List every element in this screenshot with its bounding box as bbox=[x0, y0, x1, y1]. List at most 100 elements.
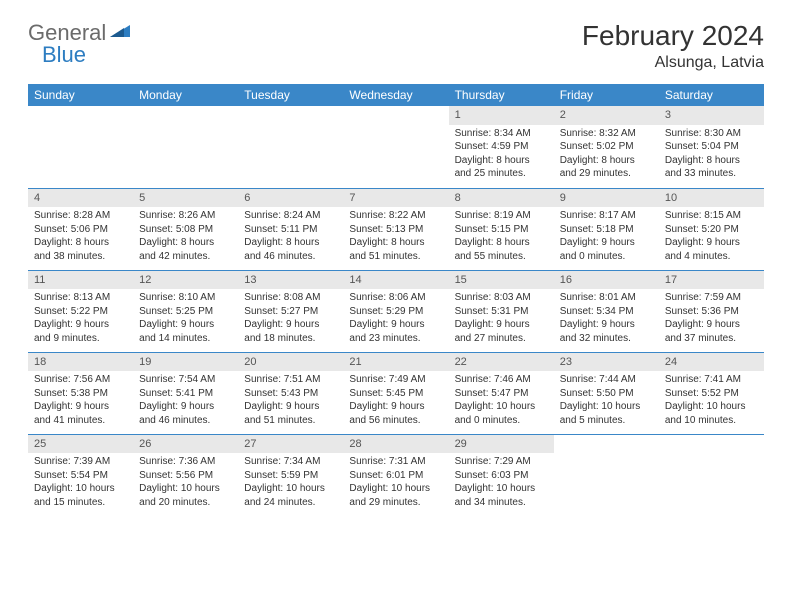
day-line: Daylight: 8 hours bbox=[455, 236, 548, 250]
calendar-cell bbox=[28, 106, 133, 188]
day-line: Sunset: 5:04 PM bbox=[665, 140, 758, 154]
calendar-cell bbox=[238, 106, 343, 188]
day-line: Sunset: 5:54 PM bbox=[34, 469, 127, 483]
day-line: and 29 minutes. bbox=[349, 496, 442, 510]
calendar-cell bbox=[659, 434, 764, 516]
calendar-row: 1Sunrise: 8:34 AMSunset: 4:59 PMDaylight… bbox=[28, 106, 764, 188]
day-line: and 24 minutes. bbox=[244, 496, 337, 510]
day-line: Daylight: 9 hours bbox=[139, 400, 232, 414]
day-line: Daylight: 9 hours bbox=[349, 400, 442, 414]
day-number: 29 bbox=[449, 435, 554, 454]
day-line: Daylight: 10 hours bbox=[349, 482, 442, 496]
day-line: Sunrise: 8:26 AM bbox=[139, 209, 232, 223]
calendar-cell: 7Sunrise: 8:22 AMSunset: 5:13 PMDaylight… bbox=[343, 188, 448, 270]
day-line: Sunset: 5:02 PM bbox=[560, 140, 653, 154]
day-details: Sunrise: 7:46 AMSunset: 5:47 PMDaylight:… bbox=[449, 371, 554, 431]
calendar-row: 25Sunrise: 7:39 AMSunset: 5:54 PMDayligh… bbox=[28, 434, 764, 516]
day-line: and 14 minutes. bbox=[139, 332, 232, 346]
calendar-cell: 18Sunrise: 7:56 AMSunset: 5:38 PMDayligh… bbox=[28, 352, 133, 434]
day-details: Sunrise: 7:49 AMSunset: 5:45 PMDaylight:… bbox=[343, 371, 448, 431]
day-details: Sunrise: 7:34 AMSunset: 5:59 PMDaylight:… bbox=[238, 453, 343, 513]
calendar-cell: 16Sunrise: 8:01 AMSunset: 5:34 PMDayligh… bbox=[554, 270, 659, 352]
logo-mark-icon bbox=[110, 22, 130, 45]
day-number: 3 bbox=[659, 106, 764, 125]
day-line: Sunrise: 7:36 AM bbox=[139, 455, 232, 469]
day-number: 15 bbox=[449, 271, 554, 290]
day-line: Sunrise: 8:15 AM bbox=[665, 209, 758, 223]
day-line: and 10 minutes. bbox=[665, 414, 758, 428]
dayname-header: Sunday bbox=[28, 84, 133, 106]
month-title: February 2024 bbox=[582, 20, 764, 52]
day-line: Sunrise: 7:31 AM bbox=[349, 455, 442, 469]
day-details: Sunrise: 8:01 AMSunset: 5:34 PMDaylight:… bbox=[554, 289, 659, 349]
day-line: Daylight: 9 hours bbox=[349, 318, 442, 332]
day-details: Sunrise: 7:44 AMSunset: 5:50 PMDaylight:… bbox=[554, 371, 659, 431]
day-details: Sunrise: 7:41 AMSunset: 5:52 PMDaylight:… bbox=[659, 371, 764, 431]
day-details: Sunrise: 8:10 AMSunset: 5:25 PMDaylight:… bbox=[133, 289, 238, 349]
day-line: Sunrise: 8:30 AM bbox=[665, 127, 758, 141]
day-details: Sunrise: 8:17 AMSunset: 5:18 PMDaylight:… bbox=[554, 207, 659, 267]
calendar-body: 1Sunrise: 8:34 AMSunset: 4:59 PMDaylight… bbox=[28, 106, 764, 516]
dayname-header: Friday bbox=[554, 84, 659, 106]
day-line: and 38 minutes. bbox=[34, 250, 127, 264]
day-line: Sunset: 4:59 PM bbox=[455, 140, 548, 154]
day-number: 17 bbox=[659, 271, 764, 290]
calendar-cell: 4Sunrise: 8:28 AMSunset: 5:06 PMDaylight… bbox=[28, 188, 133, 270]
day-number: 10 bbox=[659, 189, 764, 208]
day-line: and 5 minutes. bbox=[560, 414, 653, 428]
day-line: Sunrise: 7:51 AM bbox=[244, 373, 337, 387]
day-line: Daylight: 9 hours bbox=[455, 318, 548, 332]
day-number: 12 bbox=[133, 271, 238, 290]
day-line: Sunset: 5:29 PM bbox=[349, 305, 442, 319]
day-line: Daylight: 8 hours bbox=[244, 236, 337, 250]
day-number: 8 bbox=[449, 189, 554, 208]
day-line: Sunset: 5:20 PM bbox=[665, 223, 758, 237]
dayname-header: Thursday bbox=[449, 84, 554, 106]
day-details: Sunrise: 7:51 AMSunset: 5:43 PMDaylight:… bbox=[238, 371, 343, 431]
day-line: Sunset: 5:06 PM bbox=[34, 223, 127, 237]
day-details: Sunrise: 8:08 AMSunset: 5:27 PMDaylight:… bbox=[238, 289, 343, 349]
day-line: Sunset: 5:52 PM bbox=[665, 387, 758, 401]
calendar-table: SundayMondayTuesdayWednesdayThursdayFrid… bbox=[28, 84, 764, 516]
day-line: and 51 minutes. bbox=[349, 250, 442, 264]
day-line: Daylight: 9 hours bbox=[560, 318, 653, 332]
day-line: and 33 minutes. bbox=[665, 167, 758, 181]
calendar-cell bbox=[133, 106, 238, 188]
day-line: and 25 minutes. bbox=[455, 167, 548, 181]
title-block: February 2024 Alsunga, Latvia bbox=[582, 20, 764, 72]
day-line: and 23 minutes. bbox=[349, 332, 442, 346]
day-line: Sunset: 5:36 PM bbox=[665, 305, 758, 319]
day-line: Sunset: 5:38 PM bbox=[34, 387, 127, 401]
day-line: and 18 minutes. bbox=[244, 332, 337, 346]
day-line: and 4 minutes. bbox=[665, 250, 758, 264]
day-line: Sunset: 5:56 PM bbox=[139, 469, 232, 483]
day-line: Sunrise: 8:32 AM bbox=[560, 127, 653, 141]
day-line: Sunset: 6:01 PM bbox=[349, 469, 442, 483]
day-line: Sunrise: 8:28 AM bbox=[34, 209, 127, 223]
day-line: Daylight: 8 hours bbox=[139, 236, 232, 250]
day-line: and 56 minutes. bbox=[349, 414, 442, 428]
calendar-cell bbox=[554, 434, 659, 516]
day-details: Sunrise: 7:59 AMSunset: 5:36 PMDaylight:… bbox=[659, 289, 764, 349]
day-number: 4 bbox=[28, 189, 133, 208]
day-number: 13 bbox=[238, 271, 343, 290]
calendar-cell: 8Sunrise: 8:19 AMSunset: 5:15 PMDaylight… bbox=[449, 188, 554, 270]
day-details: Sunrise: 7:31 AMSunset: 6:01 PMDaylight:… bbox=[343, 453, 448, 513]
day-line: and 0 minutes. bbox=[455, 414, 548, 428]
day-line: Daylight: 9 hours bbox=[244, 400, 337, 414]
day-details: Sunrise: 8:34 AMSunset: 4:59 PMDaylight:… bbox=[449, 125, 554, 185]
day-line: Sunset: 5:45 PM bbox=[349, 387, 442, 401]
day-details: Sunrise: 7:36 AMSunset: 5:56 PMDaylight:… bbox=[133, 453, 238, 513]
day-line: Sunrise: 8:10 AM bbox=[139, 291, 232, 305]
dayname-header: Tuesday bbox=[238, 84, 343, 106]
day-number: 16 bbox=[554, 271, 659, 290]
day-details: Sunrise: 8:13 AMSunset: 5:22 PMDaylight:… bbox=[28, 289, 133, 349]
calendar-cell: 26Sunrise: 7:36 AMSunset: 5:56 PMDayligh… bbox=[133, 434, 238, 516]
day-line: Sunset: 5:59 PM bbox=[244, 469, 337, 483]
day-number: 23 bbox=[554, 353, 659, 372]
day-line: Sunrise: 8:24 AM bbox=[244, 209, 337, 223]
calendar-cell: 10Sunrise: 8:15 AMSunset: 5:20 PMDayligh… bbox=[659, 188, 764, 270]
day-number: 26 bbox=[133, 435, 238, 454]
day-details: Sunrise: 8:24 AMSunset: 5:11 PMDaylight:… bbox=[238, 207, 343, 267]
day-line: Sunset: 5:41 PM bbox=[139, 387, 232, 401]
